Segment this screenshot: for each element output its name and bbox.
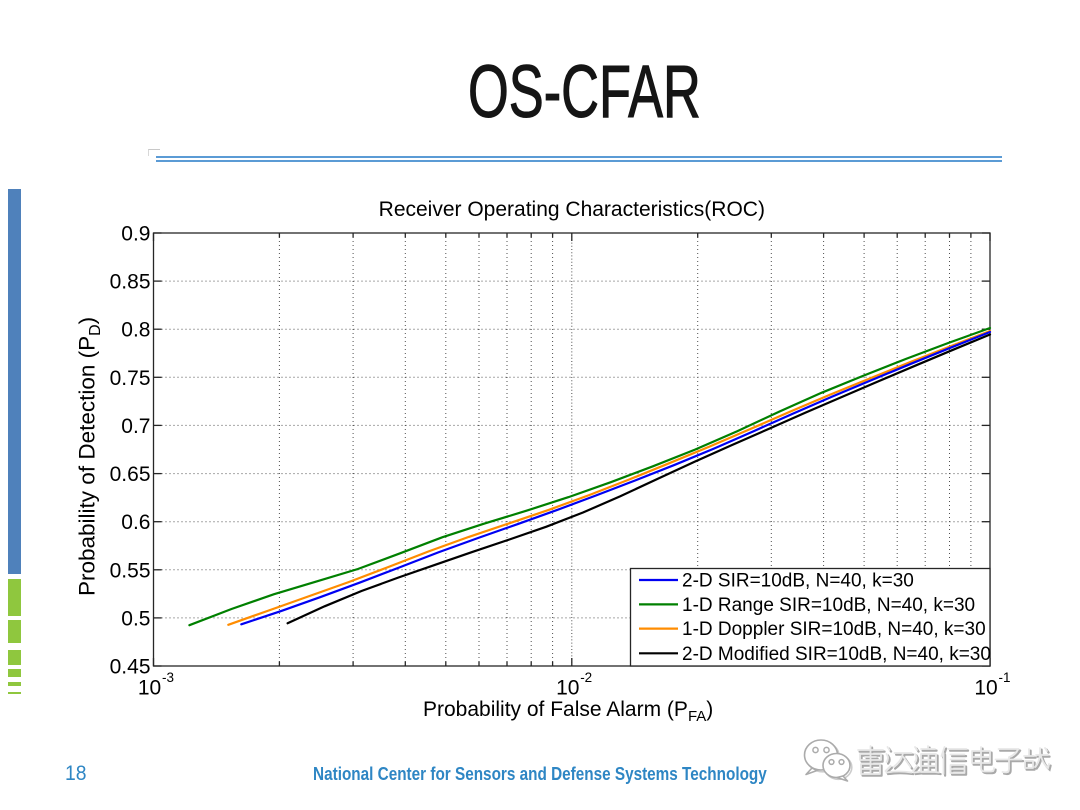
svg-text:0.75: 0.75	[110, 367, 151, 390]
svg-text:-1: -1	[999, 670, 1011, 685]
svg-text:1-D Range SIR=10dB, N=40, k=30: 1-D Range SIR=10dB, N=40, k=30	[682, 595, 975, 616]
svg-text:0.45: 0.45	[110, 656, 151, 679]
svg-text:Probability of False Alarm (PF: Probability of False Alarm (PFA)	[423, 698, 713, 725]
svg-text:0.8: 0.8	[121, 319, 150, 342]
svg-text:10: 10	[974, 677, 997, 700]
svg-text:1-D Doppler SIR=10dB, N=40, k=: 1-D Doppler SIR=10dB, N=40, k=30	[682, 619, 986, 640]
svg-text:-2: -2	[580, 670, 592, 685]
svg-text:0.7: 0.7	[121, 415, 150, 438]
svg-text:Probability of Detection (PD): Probability of Detection (PD)	[75, 317, 105, 596]
svg-text:0.9: 0.9	[121, 223, 150, 246]
svg-text:0.85: 0.85	[110, 271, 151, 294]
svg-text:0.55: 0.55	[110, 559, 151, 582]
svg-text:0.65: 0.65	[110, 463, 151, 486]
svg-text:2-D SIR=10dB, N=40, k=30: 2-D SIR=10dB, N=40, k=30	[682, 571, 914, 592]
svg-text:10: 10	[138, 677, 161, 700]
svg-text:Receiver Operating Characteris: Receiver Operating Characteristics(ROC)	[379, 198, 765, 221]
svg-text:2-D Modified SIR=10dB, N=40, k: 2-D Modified SIR=10dB, N=40, k=30	[682, 644, 991, 665]
svg-text:10: 10	[556, 677, 579, 700]
svg-text:-3: -3	[162, 670, 174, 685]
svg-text:0.5: 0.5	[121, 607, 150, 630]
svg-text:0.6: 0.6	[121, 511, 150, 534]
